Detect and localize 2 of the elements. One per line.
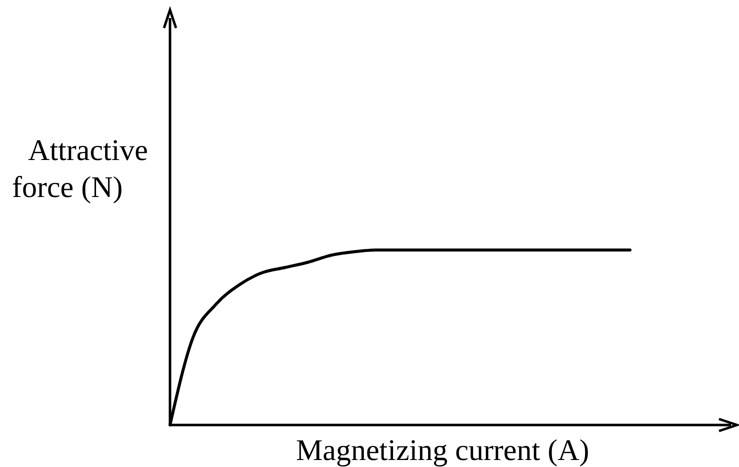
y-axis-title: Attractive force (N) — [12, 134, 148, 204]
x-axis-title: Magnetizing current (A) — [296, 434, 590, 467]
